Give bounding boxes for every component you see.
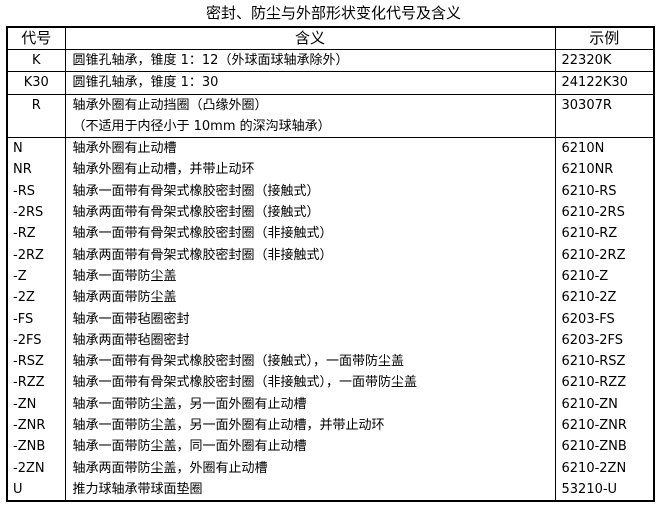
meaning-line: 轴承两面带防尘盖，外圈有止动槽 [72, 460, 268, 476]
code-cell: K30 [6, 71, 66, 95]
code-line: -2RZ [13, 247, 44, 263]
meaning-line: 轴承一面带防尘盖，另一面外圈有止动槽，并带止动环 [72, 418, 385, 434]
code-line: -RZ [13, 226, 36, 242]
header-row: 代号 含义 示例 [6, 26, 655, 50]
example-line: 6210N [561, 141, 605, 157]
meaning-line: 轴承一面带防尘盖，同一面外圈有止动槽 [72, 439, 307, 455]
example-line: 6203-2FS [561, 332, 624, 348]
table-row-group: N NR -RS -2RS -RZ -2RZ -Z -2Z -FS -2FS -RSZ -RZZ -ZN… [6, 137, 655, 502]
section1-body: K 圆锥孔轴承，锥度 1：12（外球面球轴承除外） 22320K K30 圆锥孔轴承，锥… [6, 48, 655, 139]
table-row: K30 圆锥孔轴承，锥度 1：30 24122K30 [6, 71, 655, 95]
code-line: -2ZN [13, 460, 45, 476]
column-header-meaning: 含义 [64, 26, 556, 50]
example-line: 6210-2RS [561, 205, 625, 221]
meaning-line: 轴承外圈有止动挡圈（凸缘外圈） [72, 97, 268, 113]
meaning-line: （不适用于内径小于 10mm 的深沟球轴承） [72, 118, 331, 134]
code-line: N [13, 141, 23, 157]
code-line: -RS [13, 183, 35, 199]
example-cell: 30307R [554, 93, 655, 139]
page-title: 密封、防尘与外部形状变化代号及含义 [205, 4, 461, 22]
example-line: 6210-RZ [561, 226, 618, 242]
column-header-example: 示例 [554, 26, 655, 50]
meaning-cell: 轴承外圈有止动槽轴承外圈有止动槽，并带止动环轴承一面带有骨架式橡胶密封圈（接触式… [64, 137, 556, 502]
code-line: -RZZ [13, 375, 45, 391]
code-line: -RSZ [13, 354, 44, 370]
section2-body: N NR -RS -2RS -RZ -2RZ -Z -2Z -FS -2FS -RSZ -RZZ -ZN… [6, 137, 655, 502]
code-line: -ZNB [13, 439, 46, 455]
code-line: U [13, 481, 23, 497]
code-line: -FS [13, 311, 34, 327]
code-line: -ZN [13, 396, 37, 412]
code-line: -2Z [13, 290, 35, 306]
example-line: 6210-Z [561, 268, 609, 284]
meaning-line: 推力球轴承带球面垫圈 [72, 481, 203, 497]
example-line: 6210NR [561, 162, 614, 178]
meaning-line: 轴承一面带有骨架式橡胶密封圈（接触式），一面带防尘盖 [72, 354, 405, 370]
meaning-line: 轴承一面带防尘盖，另一面外圈有止动槽 [72, 396, 307, 412]
example-line: 6210-RS [561, 183, 617, 199]
code-line: -Z [13, 268, 27, 284]
meaning-line: 轴承一面带有骨架式橡胶密封圈（非接触式） [72, 226, 333, 242]
example-cell: 24122K30 [554, 71, 655, 95]
example-cell: 22320K [554, 48, 655, 73]
meaning-line: 轴承一面带有骨架式橡胶密封圈（非接触式），一面带防尘盖 [72, 375, 418, 391]
meaning-line: 轴承两面带有骨架式橡胶密封圈（非接触式） [72, 247, 333, 263]
example-line: 6210-2RZ [561, 247, 626, 263]
codes-table: 代号 含义 示例 K 圆锥孔轴承，锥度 1：12（外球面球轴承除外） 22320K K… [6, 26, 655, 503]
meaning-line: 轴承外圈有止动槽，并带止动环 [72, 162, 255, 178]
column-header-code: 代号 [6, 26, 66, 50]
meaning-line: 轴承一面带毡圈密封 [72, 311, 190, 327]
meaning-line: 轴承外圈有止动槽 [72, 141, 177, 157]
code-cell: N NR -RS -2RS -RZ -2RZ -Z -2Z -FS -2FS -RSZ -RZZ -ZN… [6, 137, 66, 502]
meaning-cell: 轴承外圈有止动挡圈（凸缘外圈） （不适用于内径小于 10mm 的深沟球轴承） [64, 93, 556, 139]
example-cell: 6210N 6210NR 6210-RS 6210-2RS 6210-RZ 6210-2R… [554, 137, 655, 502]
meaning-line: 圆锥孔轴承，锥度 1：12（外球面球轴承除外） [72, 53, 349, 68]
meaning-line: 轴承两面带毡圈密封 [72, 332, 190, 348]
example-line: 6210-ZNB [561, 439, 627, 455]
example-line: 53210-U [561, 481, 618, 497]
meaning-cell: 圆锥孔轴承，锥度 1：30 [64, 71, 556, 95]
meaning-line: 轴承两面带防尘盖 [72, 290, 177, 306]
code-cell: K [6, 48, 66, 73]
table-row: K 圆锥孔轴承，锥度 1：12（外球面球轴承除外） 22320K [6, 48, 655, 73]
example-line: 6210-2ZN [561, 460, 627, 476]
example-line: 6210-RSZ [561, 354, 626, 370]
meaning-line: 轴承两面带有骨架式橡胶密封圈（接触式） [72, 205, 320, 221]
example-line: 6203-FS [561, 311, 615, 327]
meaning-cell: 圆锥孔轴承，锥度 1：12（外球面球轴承除外） [64, 48, 556, 73]
table-row: R 轴承外圈有止动挡圈（凸缘外圈） （不适用于内径小于 10mm 的深沟球轴承） 30… [6, 93, 655, 139]
example-line: 6210-ZNR [561, 418, 627, 434]
code-line: -ZNR [13, 418, 46, 434]
code-line: -2RS [13, 205, 44, 221]
code-line: -2FS [13, 332, 42, 348]
meaning-line: 轴承一面带防尘盖 [72, 268, 177, 284]
meaning-line: 轴承一面带有骨架式橡胶密封圈（接触式） [72, 183, 320, 199]
example-line: 6210-RZZ [561, 375, 627, 391]
code-line: NR [13, 162, 32, 178]
example-line: 6210-ZN [561, 396, 618, 412]
example-line: 6210-2Z [561, 290, 617, 306]
code-cell: R [6, 93, 66, 139]
meaning-line: 圆锥孔轴承，锥度 1：30 [72, 75, 219, 91]
